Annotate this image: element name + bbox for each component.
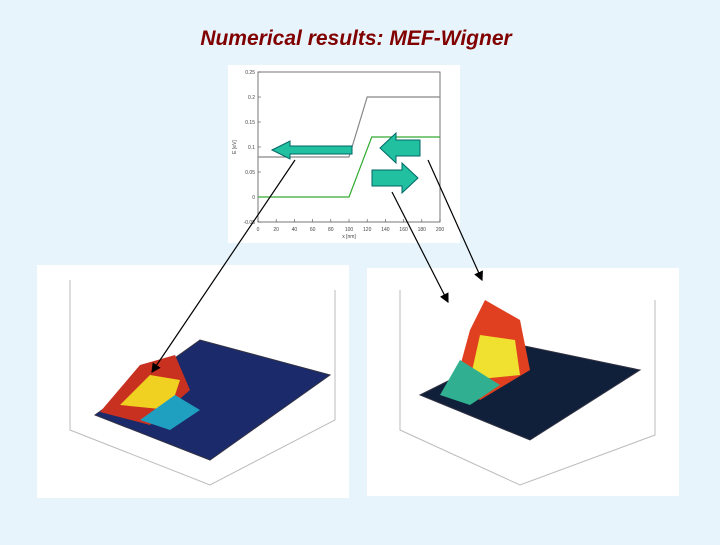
slide-title: Numerical results: MEF-Wigner <box>200 27 513 50</box>
x-tick-label: 0 <box>257 227 260 233</box>
x-tick-label: 140 <box>381 227 390 233</box>
x-tick-label: 60 <box>310 227 316 233</box>
y-axis-label: E [eV] <box>232 140 238 154</box>
y-tick-label: 0 <box>252 195 255 201</box>
x-tick-label: 200 <box>436 227 445 233</box>
arrow-left <box>270 140 353 160</box>
x-tick-label: 180 <box>418 227 427 233</box>
x-tick-label: 160 <box>399 227 408 233</box>
y-tick-label: 0.25 <box>245 70 255 76</box>
x-tick-label: 40 <box>292 227 298 233</box>
series-line <box>258 96 440 158</box>
surface-peak <box>470 335 520 380</box>
y-tick-label: 0.2 <box>248 95 255 101</box>
surface-peak <box>140 395 200 430</box>
axes-box <box>399 290 656 486</box>
surface-peak <box>120 375 180 410</box>
x-axis-label: x [nm] <box>342 234 356 240</box>
y-tick-label: 0.15 <box>245 120 255 126</box>
x-tick-label: 80 <box>328 227 334 233</box>
surface-peak <box>440 360 500 405</box>
arrow-left <box>379 131 421 165</box>
surface-left <box>69 280 336 486</box>
x-tick-label: 20 <box>273 227 279 233</box>
arrow-right <box>371 161 419 195</box>
y-tick-label: 0.05 <box>245 170 255 176</box>
x-tick-label: 100 <box>345 227 354 233</box>
y-tick-label: -0.05 <box>244 220 256 226</box>
axes-box <box>69 280 336 486</box>
series-line <box>258 136 440 198</box>
pointer-line <box>391 191 449 304</box>
y-tick-label: 0.1 <box>248 145 255 151</box>
pointer-line <box>151 159 296 373</box>
x-tick-label: 120 <box>363 227 372 233</box>
pointer-line <box>427 159 483 282</box>
surface-right <box>399 290 656 486</box>
